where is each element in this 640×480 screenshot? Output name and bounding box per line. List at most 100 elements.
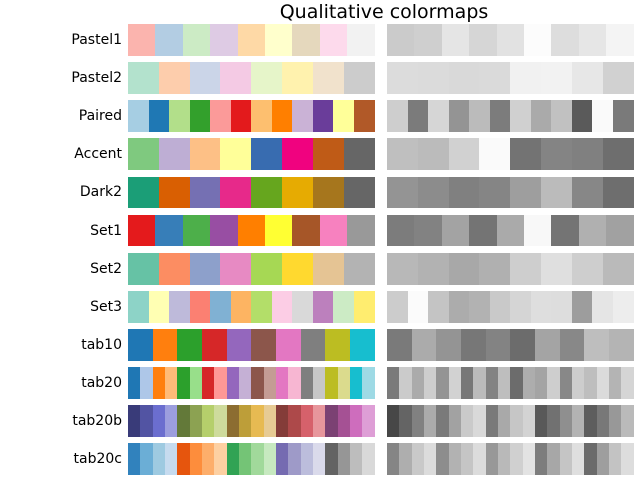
color-swatch	[226, 367, 239, 399]
gray-swatch	[448, 290, 470, 323]
color-swatch	[189, 252, 221, 285]
gray-swatch	[387, 100, 408, 133]
gray-swatch	[428, 290, 449, 323]
color-swatch	[343, 62, 375, 94]
color-swatch	[333, 290, 355, 323]
color-swatch	[238, 443, 252, 476]
color-swatch	[237, 24, 266, 56]
color-swatch	[189, 138, 221, 171]
gray-swatch	[510, 405, 523, 438]
color-swatch	[128, 329, 153, 361]
gray-swatch	[602, 176, 634, 209]
gray-swatch	[387, 62, 418, 94]
colormap-label: tab10	[81, 336, 122, 353]
colormap-gray-bar	[387, 405, 634, 438]
color-swatch	[263, 443, 276, 476]
gray-swatch	[497, 405, 511, 438]
gray-swatch	[485, 329, 511, 361]
color-swatch	[292, 24, 320, 56]
color-swatch	[152, 329, 178, 361]
gray-swatch	[417, 176, 449, 209]
gray-swatch	[448, 443, 461, 476]
color-swatch	[349, 367, 363, 399]
color-swatch	[271, 100, 293, 133]
gray-swatch	[534, 405, 548, 438]
color-swatch	[182, 24, 211, 56]
color-swatch	[251, 176, 283, 209]
gray-swatch	[423, 367, 437, 399]
gray-swatch	[522, 367, 535, 399]
colormap-label: Set1	[90, 222, 122, 239]
color-swatch	[337, 405, 350, 438]
color-swatch	[362, 405, 375, 438]
color-swatch	[201, 329, 227, 361]
color-swatch	[275, 443, 289, 476]
color-swatch	[312, 138, 344, 171]
color-swatch	[288, 405, 301, 438]
gray-swatch	[510, 100, 531, 133]
colormap-label: tab20	[81, 375, 122, 392]
gray-swatch	[387, 24, 415, 56]
color-swatch	[169, 290, 190, 323]
gray-swatch	[559, 443, 572, 476]
color-swatch	[128, 176, 159, 209]
gray-swatch	[497, 367, 511, 399]
gray-swatch	[473, 367, 486, 399]
color-swatch	[362, 367, 375, 399]
gray-swatch	[571, 290, 593, 323]
gray-swatch	[411, 367, 424, 399]
color-swatch	[148, 290, 170, 323]
gray-swatch	[606, 214, 634, 247]
color-swatch	[312, 405, 326, 438]
gray-swatch	[584, 329, 609, 361]
gray-swatch	[485, 405, 498, 438]
colormap-color-bar	[128, 138, 375, 171]
gray-swatch	[534, 367, 548, 399]
gray-swatch	[547, 367, 560, 399]
gray-swatch	[541, 252, 572, 285]
colormap-label: tab20b	[72, 413, 122, 430]
colormap-gray-bar	[387, 443, 634, 476]
color-swatch	[201, 405, 215, 438]
gray-swatch	[387, 176, 418, 209]
color-swatch	[210, 290, 231, 323]
gray-swatch	[387, 252, 418, 285]
color-swatch	[251, 329, 276, 361]
gray-swatch	[621, 367, 634, 399]
gray-swatch	[621, 405, 634, 438]
color-swatch	[265, 214, 293, 247]
color-swatch	[155, 214, 183, 247]
colormap-color-bar	[128, 24, 375, 56]
color-swatch	[128, 214, 156, 247]
gray-swatch	[479, 252, 511, 285]
gray-swatch	[414, 214, 442, 247]
gray-swatch	[522, 443, 535, 476]
color-swatch	[158, 252, 190, 285]
gray-swatch	[584, 443, 597, 476]
gray-swatch	[387, 443, 400, 476]
color-swatch	[189, 367, 202, 399]
color-swatch	[226, 443, 239, 476]
gray-swatch	[399, 405, 412, 438]
color-swatch	[325, 405, 338, 438]
gray-swatch	[559, 367, 572, 399]
gray-swatch	[571, 443, 585, 476]
color-swatch	[312, 252, 344, 285]
gray-swatch	[399, 367, 412, 399]
color-swatch	[189, 405, 202, 438]
gray-swatch	[530, 100, 552, 133]
gray-swatch	[417, 252, 449, 285]
gray-swatch	[571, 138, 603, 171]
colormap-color-bar	[128, 329, 375, 361]
colormap-gray-bar	[387, 252, 634, 285]
color-swatch	[263, 367, 276, 399]
color-swatch	[230, 290, 252, 323]
color-swatch	[128, 24, 156, 56]
colormap-gray-bar	[387, 138, 634, 171]
color-swatch	[282, 138, 313, 171]
color-swatch	[292, 100, 313, 133]
gray-swatch	[510, 252, 542, 285]
colormap-color-bar	[128, 443, 375, 476]
color-swatch	[312, 367, 326, 399]
